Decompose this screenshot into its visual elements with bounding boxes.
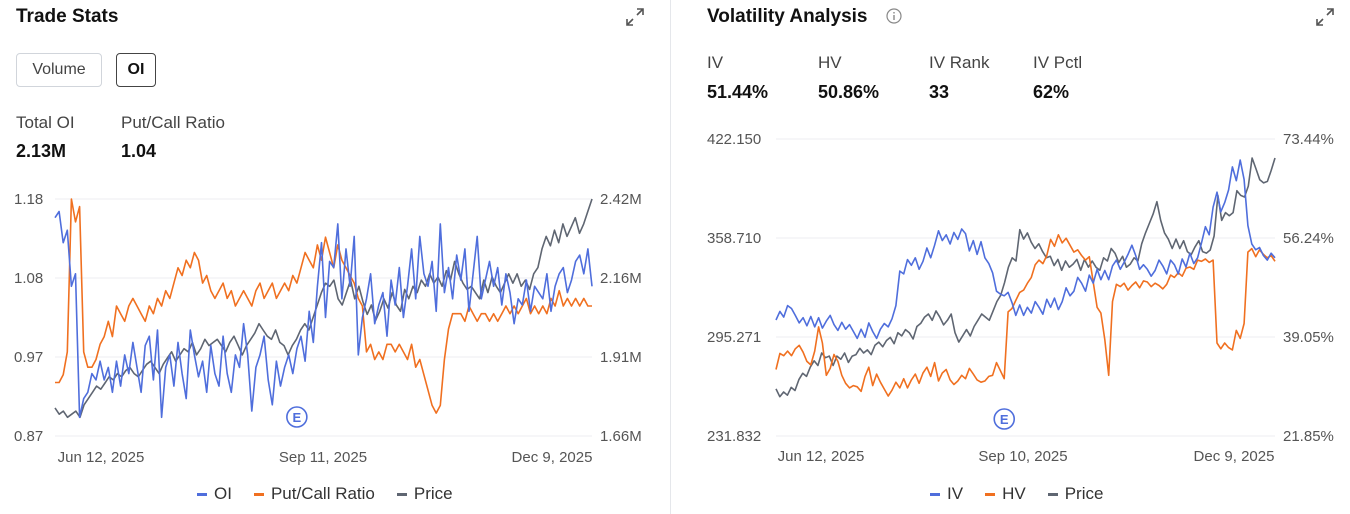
legend-label: OI (214, 484, 232, 503)
price-series-line (775, 157, 1276, 398)
volatility-chart: 422.150 73.44% 358.710 56.24% 295.271 39.05% 2… (707, 131, 1334, 465)
right-axis-tick-label: 56.24% (1283, 230, 1334, 247)
legend-item-hv[interactable]: HV (985, 484, 1026, 504)
earnings-marker-label: E (293, 410, 302, 425)
iv-rank-value: 33 (929, 82, 950, 102)
left-axis-tick-label: 295.271 (707, 329, 761, 346)
iv-swatch (930, 492, 940, 496)
legend-label: Put/Call Ratio (270, 484, 375, 503)
price-swatch (1047, 492, 1058, 496)
x-axis-tick-label: Jun 12, 2025 (58, 449, 145, 466)
legend-item-price[interactable]: Price (396, 484, 453, 504)
earnings-marker-label: E (1000, 412, 1009, 427)
legend-label: Price (413, 484, 453, 503)
hv-label: HV (818, 53, 842, 72)
right-axis-tick-label: 2.42M (600, 191, 642, 208)
put-call-ratio-series-line (55, 198, 592, 414)
right-axis-tick-label: 2.16M (600, 270, 642, 287)
x-axis-tick-label: Sep 11, 2025 (279, 449, 367, 466)
legend-label: IV (947, 484, 964, 503)
hv-series-line (775, 234, 1276, 397)
left-axis-tick-label: 231.832 (707, 428, 761, 445)
trade-stats-legend: OI Put/Call Ratio Price (197, 484, 453, 504)
trade-stats-title: Trade Stats (16, 6, 119, 27)
x-axis-tick-label: Jun 12, 2025 (778, 448, 865, 465)
iv-value: 51.44% (707, 82, 769, 102)
right-axis-tick-label: 73.44% (1283, 131, 1334, 148)
left-axis-tick-label: 0.87 (14, 428, 43, 445)
info-icon[interactable] (886, 8, 902, 24)
put-call-ratio-value: 1.04 (121, 141, 157, 161)
earnings-marker-circle (993, 408, 1016, 430)
x-axis-tick-label: Sep 10, 2025 (978, 448, 1067, 465)
left-axis-tick-label: 0.97 (14, 349, 43, 366)
iv-pctl-label: IV Pctl (1033, 53, 1083, 72)
oi-series-line (54, 210, 593, 419)
hv-swatch (985, 492, 996, 496)
iv-series-line (775, 159, 1276, 340)
volatility-analysis-title: Volatility Analysis (707, 6, 868, 27)
volatility-legend: IV HV Price (930, 484, 1103, 504)
trade-stats-chart: 1.18 2.42M 1.08 2.16M 0.97 1.91M 0.87 1.66M Jun … (14, 191, 642, 466)
earnings-marker-circle (286, 406, 308, 428)
legend-item-oi[interactable]: OI (197, 484, 232, 504)
expand-icon[interactable] (1314, 6, 1336, 28)
legend-item-put-call-ratio[interactable]: Put/Call Ratio (253, 484, 375, 504)
legend-item-iv[interactable]: IV (930, 484, 963, 504)
expand-icon[interactable] (624, 6, 646, 28)
right-axis-tick-label: 21.85% (1283, 428, 1334, 445)
iv-pctl-value: 62% (1033, 82, 1070, 102)
oi-swatch (197, 492, 207, 496)
left-axis-tick-label: 422.150 (707, 131, 761, 148)
x-axis-tick-label: Dec 9, 2025 (512, 449, 593, 466)
put-call-ratio-swatch (253, 492, 264, 496)
right-axis-tick-label: 39.05% (1283, 329, 1334, 346)
trade-stats-panel: Trade Stats Volume OI Total OI 2.13M Put… (0, 0, 670, 514)
total-oi-value: 2.13M (16, 141, 67, 161)
right-axis-tick-label: 1.66M (600, 428, 642, 445)
hv-value: 50.86% (818, 82, 880, 102)
volume-toggle-button[interactable]: Volume (16, 53, 102, 87)
left-axis-tick-label: 1.08 (14, 270, 43, 287)
left-axis-tick-label: 358.710 (707, 230, 761, 247)
left-axis-tick-label: 1.18 (14, 191, 43, 208)
total-oi-label: Total OI (16, 113, 75, 132)
price-swatch (396, 492, 407, 496)
iv-rank-label: IV Rank (929, 53, 990, 72)
iv-label: IV (707, 53, 724, 72)
oi-toggle-button[interactable]: OI (116, 53, 156, 87)
legend-label: Price (1064, 484, 1104, 503)
earnings-marker: E (993, 408, 1016, 430)
volatility-analysis-panel: Volatility Analysis IV 51.44% HV 50.86% … (685, 0, 1350, 514)
x-axis-tick-label: Dec 9, 2025 (1194, 448, 1275, 465)
earnings-marker: E (286, 406, 308, 428)
legend-label: HV (1002, 484, 1026, 503)
panel-divider (670, 0, 671, 514)
put-call-ratio-label: Put/Call Ratio (121, 113, 225, 132)
legend-item-price[interactable]: Price (1047, 484, 1104, 504)
right-axis-tick-label: 1.91M (600, 349, 642, 366)
